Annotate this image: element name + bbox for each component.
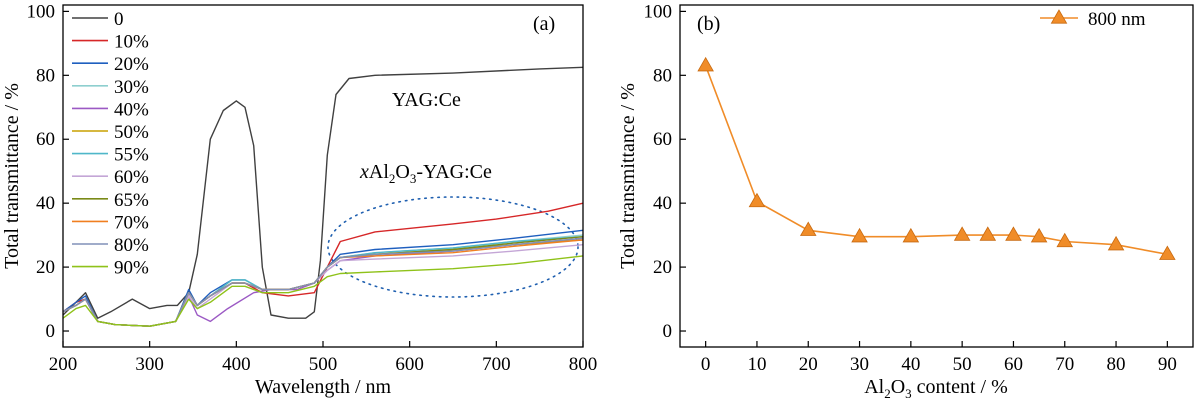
annotation-composite: xAl2O3-YAG:Ce xyxy=(359,161,492,186)
b-marker-11 xyxy=(1159,245,1176,260)
b-ytick-label-2: 40 xyxy=(653,193,672,214)
b-xtick-label-2: 20 xyxy=(799,354,818,375)
a-xtick-label-6: 800 xyxy=(569,354,598,375)
legend-label-2: 20% xyxy=(114,54,149,75)
b-ytick-label-1: 20 xyxy=(653,257,672,278)
a-ytick-label-5: 100 xyxy=(27,1,56,22)
a-ytick-label-1: 20 xyxy=(36,257,55,278)
a-xtick-label-0: 200 xyxy=(49,354,78,375)
b-xtick-label-9: 90 xyxy=(1158,354,1177,375)
panel-a-ylabel: Total transmittance / % xyxy=(1,83,23,269)
b-marker-6 xyxy=(979,226,997,241)
panel-b-frame xyxy=(679,4,1194,348)
b-xtick-label-0: 0 xyxy=(701,354,711,375)
panel-b-ylabel: Total transmittance / % xyxy=(617,83,639,269)
b-marker-3 xyxy=(851,227,868,243)
b-xtick-label-3: 30 xyxy=(850,354,869,375)
b-xtick-label-5: 50 xyxy=(953,354,972,375)
b-marker-8 xyxy=(1030,227,1048,243)
b-ytick-label-5: 100 xyxy=(644,1,673,22)
b-marker-2 xyxy=(799,221,817,236)
b-marker-9 xyxy=(1056,232,1074,248)
legend-label-5: 50% xyxy=(114,122,149,143)
b-xtick-label-6: 60 xyxy=(1004,354,1023,375)
b-marker-0 xyxy=(697,56,714,72)
a-ytick-label-2: 40 xyxy=(36,193,55,214)
panel-a: 200 300 400 500 600 700 800 0 20 40 60 80 100 (a) YA… xyxy=(1,1,597,398)
annotation-yag: YAG:Ce xyxy=(392,89,461,111)
a-ytick-label-3: 60 xyxy=(36,129,55,150)
b-legend-marker xyxy=(1050,9,1068,24)
b-marker-4 xyxy=(902,227,920,243)
b-xtick-label-7: 70 xyxy=(1055,354,1074,375)
panel-a-legend: 010%20%30%40%50%55%60%65%70%80%90% xyxy=(72,9,149,279)
a-xtick-label-1: 300 xyxy=(135,354,164,375)
legend-label-9: 70% xyxy=(114,212,149,233)
panel-b: 0 10 20 30 40 50 60 70 80 90 0 20 40 60 80 100 (b) Al2O… xyxy=(617,1,1194,401)
a-ytick-label-4: 80 xyxy=(36,65,55,86)
legend-label-1: 10% xyxy=(114,32,149,53)
b-marker-7 xyxy=(1005,226,1022,241)
panel-a-xlabel: Wavelength / nm xyxy=(255,376,392,398)
legend-label-3: 30% xyxy=(114,77,149,98)
legend-label-0: 0 xyxy=(114,9,124,30)
b-xtick-label-8: 80 xyxy=(1107,354,1126,375)
b-ytick-label-3: 60 xyxy=(653,129,672,150)
a-xtick-label-3: 500 xyxy=(309,354,338,375)
b-marker-1 xyxy=(748,192,766,208)
legend-label-6: 55% xyxy=(114,145,149,166)
b-marker-10 xyxy=(1107,235,1125,251)
a-xtick-label-2: 400 xyxy=(222,354,251,375)
panel-b-label: (b) xyxy=(697,13,720,35)
b-xtick-label-4: 40 xyxy=(901,354,920,375)
b-legend-label: 800 nm xyxy=(1088,9,1146,30)
highlight-ellipse xyxy=(327,196,579,298)
b-marker-5 xyxy=(953,226,971,241)
b-xtick-label-1: 10 xyxy=(747,354,766,375)
legend-label-7: 60% xyxy=(114,167,149,188)
b-ytick-label-0: 0 xyxy=(663,321,673,342)
legend-label-4: 40% xyxy=(114,99,149,120)
b-series-line xyxy=(704,65,1168,256)
legend-label-11: 90% xyxy=(114,258,149,279)
legend-label-10: 80% xyxy=(114,235,149,256)
b-ytick-label-4: 80 xyxy=(653,65,672,86)
series-line-11 xyxy=(62,255,584,327)
series-line-0 xyxy=(62,66,584,319)
panel-b-legend: 800 nm xyxy=(1040,9,1146,30)
a-xtick-label-4: 600 xyxy=(395,354,424,375)
legend-label-8: 65% xyxy=(114,190,149,211)
a-ytick-label-0: 0 xyxy=(46,321,56,342)
a-xtick-label-5: 700 xyxy=(482,354,511,375)
panel-b-xlabel: Al2O3 content / % xyxy=(864,376,1008,401)
panel-a-label: (a) xyxy=(533,13,555,35)
